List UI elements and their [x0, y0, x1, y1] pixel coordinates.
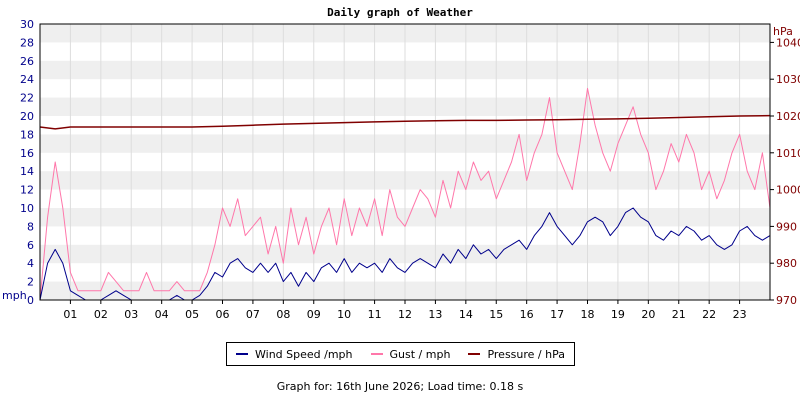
legend-item-gust: Gust / mph	[370, 347, 451, 361]
left-tick-label: 28	[20, 36, 34, 49]
left-tick-label: 22	[20, 92, 34, 105]
left-tick-label: 2	[27, 276, 34, 289]
x-tick-label: 13	[428, 308, 442, 321]
gust-line	[39, 87, 771, 301]
chart-title: Daily graph of Weather	[327, 6, 473, 19]
plot-frame	[39, 23, 771, 301]
right-tick-label: 970	[776, 294, 797, 307]
left-tick-label: 8	[27, 220, 34, 233]
x-tick-label: 07	[246, 308, 260, 321]
x-tick-label: 11	[368, 308, 382, 321]
legend-label-wind: Wind Speed /mph	[255, 347, 353, 361]
x-tick-label: 20	[641, 308, 655, 321]
x-tick-label: 21	[672, 308, 686, 321]
left-tick-label: 18	[20, 128, 34, 141]
legend-swatch-gust	[370, 353, 383, 355]
x-tick-label: 18	[581, 308, 595, 321]
left-axis-unit: mph	[2, 289, 27, 302]
right-axis-unit: hPa	[773, 25, 793, 38]
legend-swatch-wind	[236, 353, 248, 355]
left-tick-label: 0	[27, 294, 34, 307]
x-axis-ticks: 01 02 03 04 05 06 07 08 09 10 11 12 13 14 15 16 17 18 19 20…	[63, 300, 747, 321]
footer-status: Graph for: 16th June 2026; Load time: 0.…	[276, 380, 524, 393]
legend-item-wind: Wind Speed /mph	[236, 348, 353, 361]
left-tick-label: 16	[20, 147, 34, 160]
x-tick-label: 22	[702, 308, 716, 321]
left-tick-label: 14	[20, 165, 34, 178]
x-tick-label: 05	[185, 308, 199, 321]
x-tick-label: 08	[276, 308, 290, 321]
legend-item-pressure: Pressure / hPa	[468, 348, 565, 361]
x-tick-label: 02	[94, 308, 108, 321]
right-tick-label: 1030	[776, 73, 800, 86]
x-tick-label: 12	[398, 308, 412, 321]
grid-vertical	[69, 24, 741, 300]
left-tick-label: 4	[27, 257, 34, 270]
x-tick-label: 14	[459, 308, 473, 321]
x-tick-label: 04	[155, 308, 169, 321]
x-tick-label: 03	[124, 308, 138, 321]
left-tick-label: 20	[20, 110, 34, 123]
x-tick-label: 06	[216, 308, 230, 321]
x-tick-label: 09	[307, 308, 321, 321]
right-tick-label: 990	[776, 220, 797, 233]
right-tick-label: 1000	[776, 184, 800, 197]
x-tick-label: 10	[337, 308, 351, 321]
x-tick-label: 17	[550, 308, 564, 321]
pressure-line	[39, 114, 771, 130]
left-tick-label: 24	[20, 73, 34, 86]
x-tick-label: 16	[520, 308, 534, 321]
left-tick-label: 6	[27, 239, 34, 252]
x-tick-label: 23	[733, 308, 747, 321]
x-tick-label: 15	[489, 308, 503, 321]
legend-swatch-pressure	[468, 353, 481, 355]
x-tick-label: 01	[63, 308, 77, 321]
x-tick-label: 19	[611, 308, 625, 321]
legend-label-pressure: Pressure / hPa	[487, 347, 565, 361]
left-tick-label: 30	[20, 18, 34, 31]
left-tick-label: 10	[20, 202, 34, 215]
right-tick-label: 1010	[776, 147, 800, 160]
legend-label-gust: Gust / mph	[389, 347, 451, 361]
right-tick-label: 980	[776, 257, 797, 270]
left-tick-label: 12	[20, 184, 34, 197]
legend: Wind Speed /mph Gust / mph Pressure / hP…	[226, 342, 575, 366]
left-tick-label: 26	[20, 55, 34, 68]
